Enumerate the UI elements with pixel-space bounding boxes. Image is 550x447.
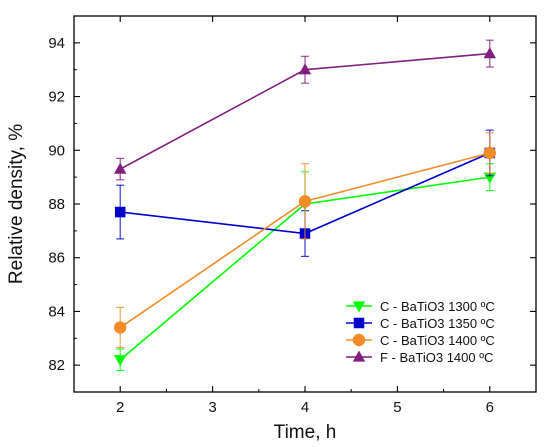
- data-point: [298, 195, 312, 208]
- y-tick-label: 88: [48, 196, 65, 213]
- legend-label: F - BaTiO3 1400 ºC: [380, 350, 493, 365]
- legend-item: C - BaTiO3 1400 ºC: [346, 333, 495, 348]
- y-tick-label: 94: [48, 35, 65, 52]
- legend-label: C - BaTiO3 1300 ºC: [380, 299, 495, 314]
- y-tick-label: 84: [48, 303, 65, 320]
- data-point: [298, 63, 312, 75]
- plot-area: [114, 39, 496, 372]
- legend-label: C - BaTiO3 1400 ºC: [380, 333, 495, 348]
- data-point: [483, 47, 496, 59]
- x-axis-title: Time, h: [274, 422, 337, 443]
- legend-item: F - BaTiO3 1400 ºC: [346, 350, 493, 365]
- legend-marker: [352, 333, 366, 347]
- y-tick-label: 82: [48, 357, 65, 374]
- x-tick-label: 6: [486, 399, 494, 416]
- axes: 2 3 4 5 6 82 84 86 88 90 92 94: [48, 15, 537, 416]
- legend-item: C - BaTiO3 1300 ºC: [346, 299, 495, 314]
- data-point: [114, 206, 126, 218]
- y-axis-title: Relative density, %: [6, 124, 27, 284]
- data-point: [114, 162, 127, 174]
- y-tick-label: 86: [48, 250, 65, 267]
- series-3: [114, 132, 496, 349]
- x-tick-label: 2: [116, 399, 124, 416]
- legend-marker: [353, 317, 365, 329]
- series-4: [114, 39, 496, 181]
- legend-marker: [352, 350, 366, 362]
- y-tick-label: 92: [48, 89, 65, 106]
- y-tick-label: 90: [48, 142, 65, 159]
- legend: C - BaTiO3 1300 ºC C - BaTiO3 1350 ºC C - …: [346, 299, 495, 365]
- data-point: [114, 355, 127, 367]
- legend-item: C - BaTiO3 1350 ºC: [346, 316, 495, 331]
- x-tick-label: 3: [208, 399, 216, 416]
- data-point: [114, 321, 127, 334]
- legend-label: C - BaTiO3 1350 ºC: [380, 316, 495, 331]
- legend-marker: [352, 301, 366, 313]
- x-tick-label: 4: [301, 399, 309, 416]
- data-point: [483, 146, 496, 160]
- x-tick-label: 5: [393, 399, 401, 416]
